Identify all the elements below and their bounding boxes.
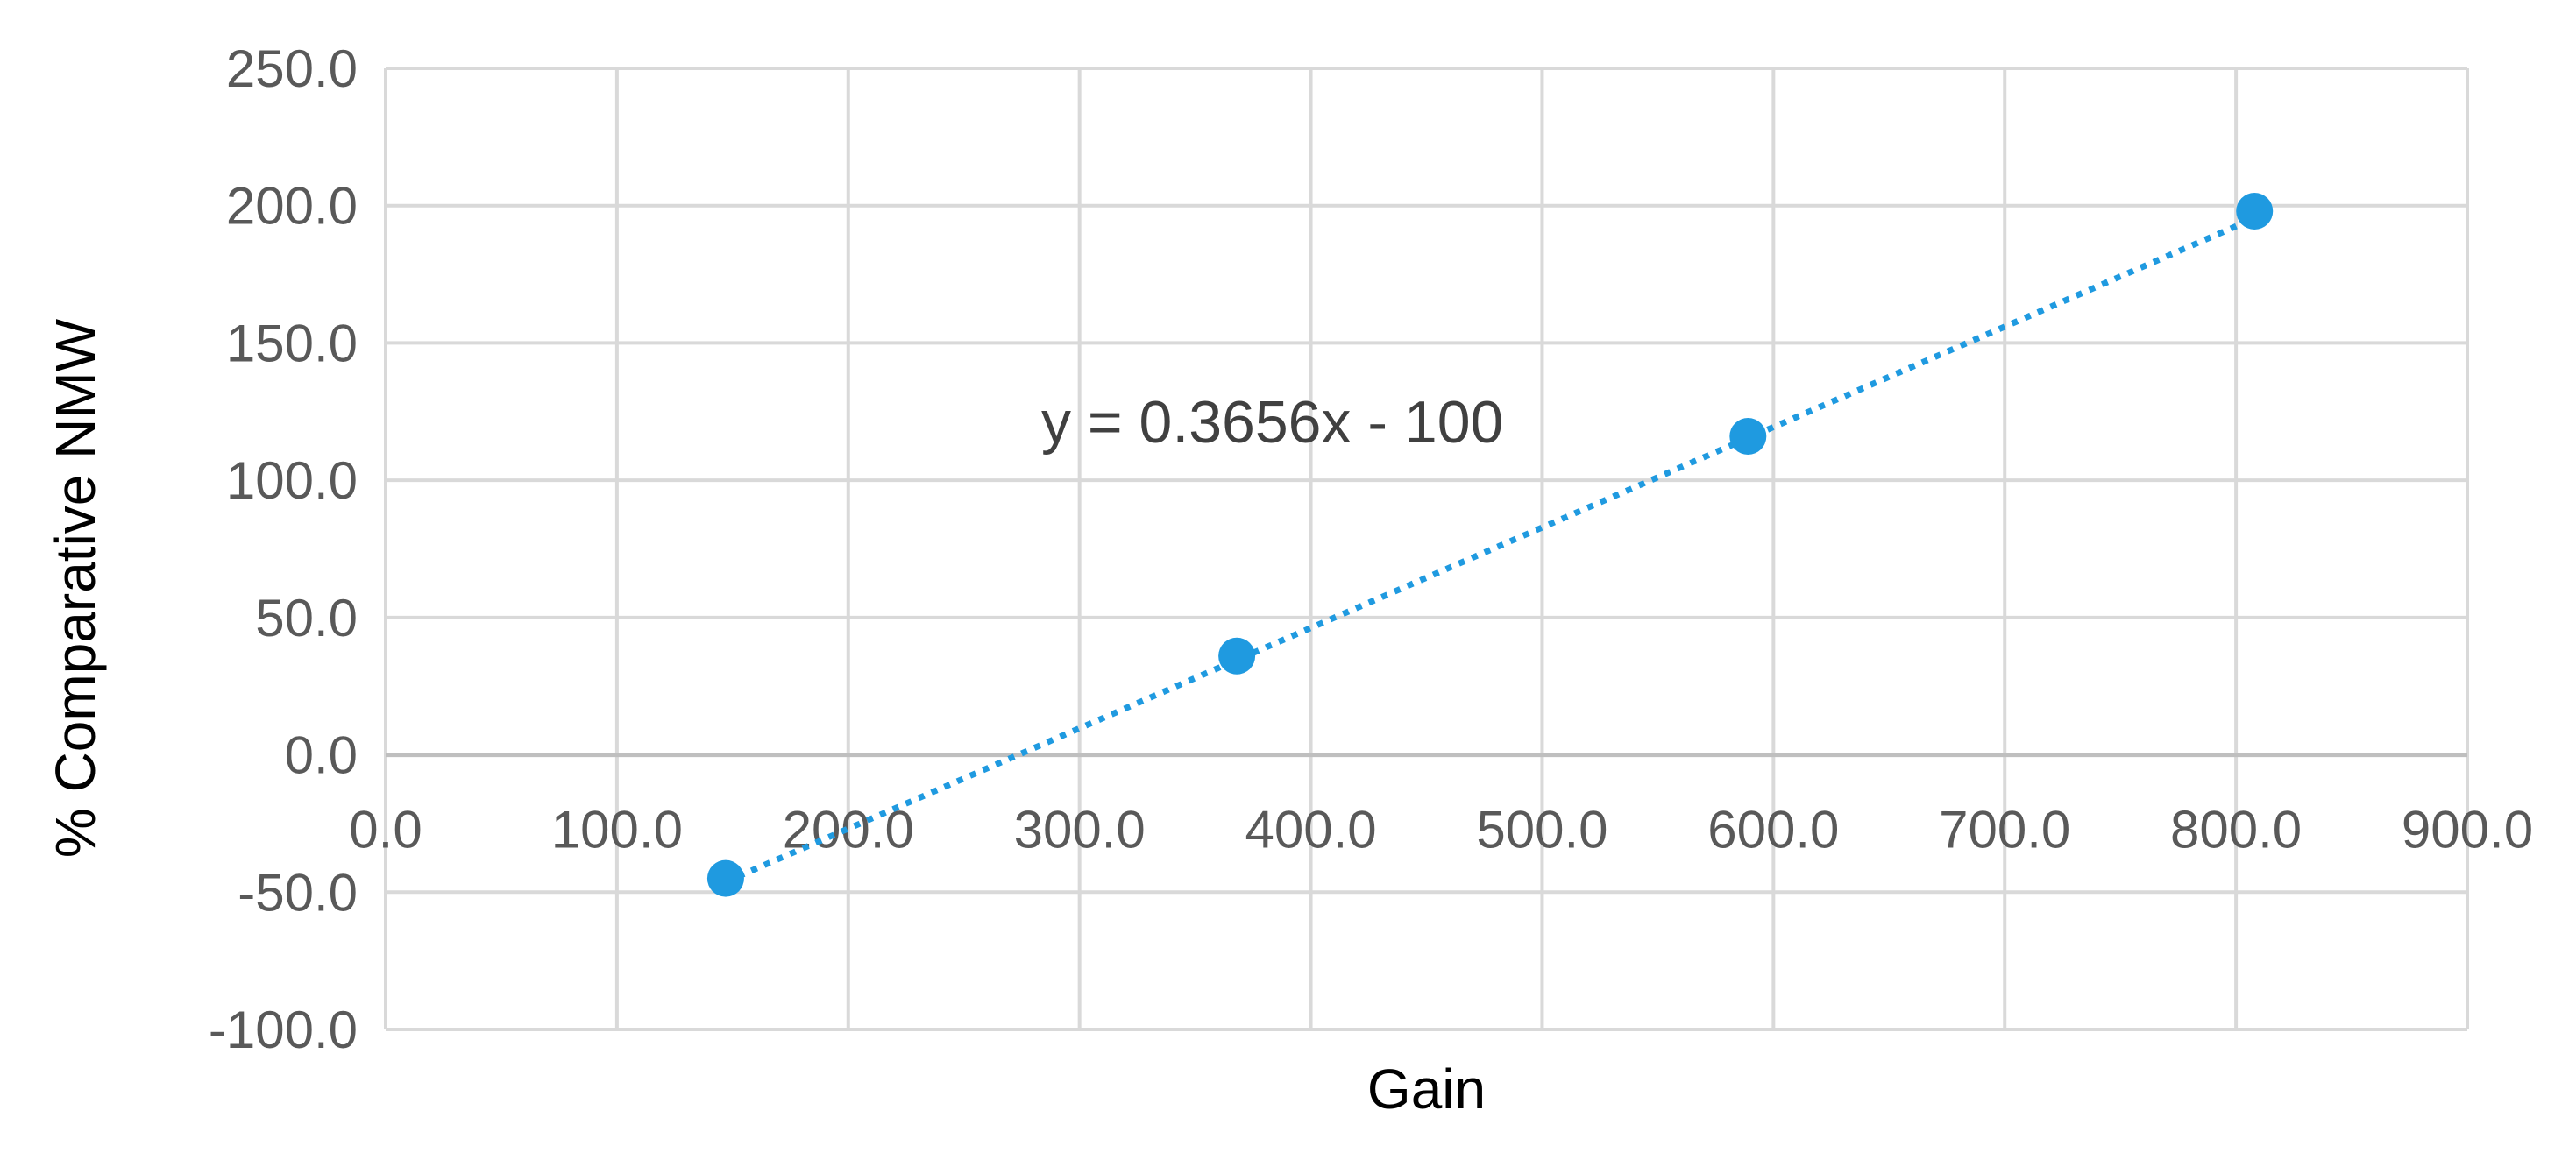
trendline-group [724, 215, 2256, 885]
y-tick-label: 0.0 [285, 726, 358, 785]
trendline [724, 215, 2256, 885]
x-tick-label: 400.0 [1245, 801, 1376, 859]
trendline-equation: y = 0.3656x - 100 [1041, 389, 1503, 456]
x-tick-label: 300.0 [1014, 801, 1146, 859]
x-tick-label: 100.0 [551, 801, 683, 859]
x-tick-label: 600.0 [1707, 801, 1839, 859]
x-axis-title: Gain [1367, 1057, 1486, 1121]
data-points [706, 192, 2274, 897]
x-tick-label: 800.0 [2170, 801, 2302, 859]
x-tick-label: 900.0 [2402, 801, 2533, 859]
y-tick-label: 150.0 [226, 314, 358, 372]
y-tick-label: 50.0 [255, 589, 358, 647]
y-tick-label: 100.0 [226, 451, 358, 510]
data-point [706, 859, 744, 897]
x-tick-labels: 0.0 100.0 200.0 300.0 400.0 500.0 600.0 700.0 80… [349, 801, 2533, 859]
data-point [2236, 192, 2274, 230]
x-tick-label: 0.0 [349, 801, 422, 859]
y-tick-label: -100.0 [209, 1001, 358, 1059]
y-axis-title: % Comparative NMW [44, 318, 107, 858]
data-point [1218, 637, 1256, 675]
y-tick-label: -50.0 [238, 863, 358, 922]
data-point [1729, 417, 1767, 455]
x-tick-label: 700.0 [1939, 801, 2070, 859]
x-tick-label: 500.0 [1476, 801, 1607, 859]
y-tick-labels: 250.0 200.0 150.0 100.0 50.0 0.0 -50.0 -100.0 [209, 39, 358, 1059]
y-tick-label: 200.0 [226, 177, 358, 236]
grid [384, 67, 2469, 1031]
y-tick-label: 250.0 [226, 39, 358, 98]
